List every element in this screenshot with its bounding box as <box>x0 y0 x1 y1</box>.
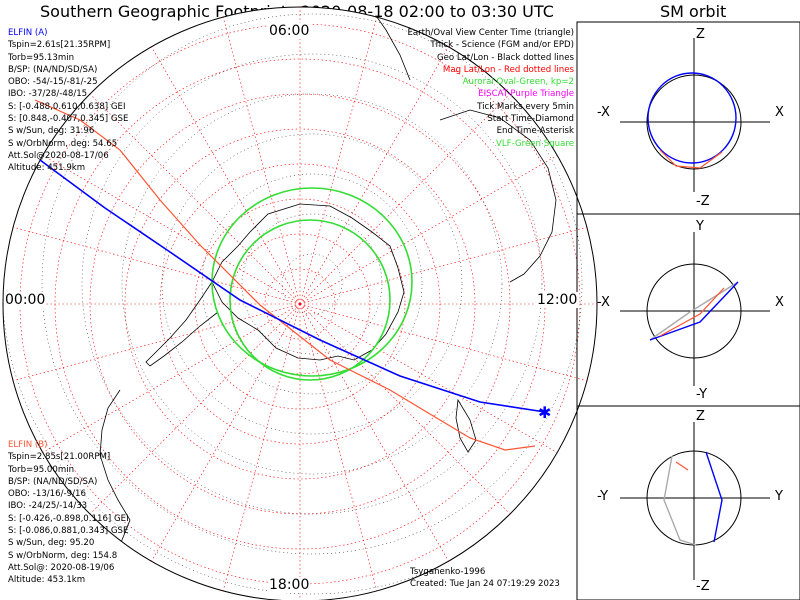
elfin-a-end-asterisk: ✱ <box>538 403 551 422</box>
elfin-b-line: Altitude: 453.1km <box>8 575 86 586</box>
legend-entry: Tick Marks every 5min <box>477 101 574 112</box>
sm-panel-3-bottom-label: -Z <box>696 579 710 594</box>
elfin-b-track <box>34 99 536 451</box>
legend-entry: Geo Lat/Lon - Black dotted lines <box>436 52 574 63</box>
antarctica-coastline <box>211 203 405 361</box>
legend-entry: Earth/Oval View Center Time (triangle) <box>407 28 574 38</box>
elfin-a-line: S: [-0.488,0.610,0.638] GEI <box>8 101 126 112</box>
antarctic-peninsula <box>145 281 219 367</box>
sm-panel-2-bottom-label: -Y <box>696 387 707 402</box>
mlt-label-bottom: 18:00 <box>268 577 311 593</box>
mag-latitude-circle <box>229 233 371 375</box>
elfin-b-line: S: [-0.086,0.881,0.343] GSE <box>8 526 129 537</box>
elfin-b-info: ELFIN (B) Tspin=2.85s[21.00RPM] Torb=95.00… <box>8 439 129 587</box>
auroral-oval <box>211 187 413 381</box>
elfin-a-line: S w/Sun, deg: 31.96 <box>8 126 95 137</box>
mlt-label-right: 12:00 <box>536 292 579 308</box>
elfin-b-line: B/SP: (NA/ND/SD/SA) <box>8 476 98 487</box>
elfin-a-line: IBO: -37/28/-48/15 <box>8 89 88 100</box>
sm-panel-1-right-label: X <box>775 105 784 120</box>
elfin-a-line: B/SP: (NA/ND/SD/SA) <box>8 64 98 75</box>
sm-panel-3-right-label: Y <box>774 489 783 504</box>
geo-latitude-circle <box>201 173 423 395</box>
sm-panel-2-top-label: Y <box>695 219 704 234</box>
elfin-a-line: Att.Sol@2020-08-17/06 <box>8 150 109 161</box>
polar-map: ✱ <box>2 6 598 600</box>
mag-latitude-circle <box>89 93 511 515</box>
elfin-a-line: S w/OrbNorm, deg: 54.65 <box>8 138 118 149</box>
elfin-a-line: Altitude: 451.9km <box>8 163 86 174</box>
elfin-a-line: ELFIN (A) <box>8 28 48 38</box>
elfin-b-line: S w/OrbNorm, deg: 154.8 <box>8 550 118 561</box>
sm-orbit-panels: Z -Z -X X Y -Y -X X Z -Z <box>576 21 800 600</box>
elfin-a-track: ✱ <box>39 159 551 422</box>
africa-coast <box>371 9 411 81</box>
geo-latitude-circle <box>161 133 463 435</box>
sm-panel-1-bottom-label: -Z <box>696 194 710 209</box>
geo-latitude-circle <box>281 253 343 315</box>
sm-panel-xy: Y -Y -X X <box>597 219 784 402</box>
footer-created: Created: Tue Jan 24 07:19:29 2023 <box>410 579 560 590</box>
footer-model: Tsyganenko-1996 <box>410 567 486 577</box>
legend-entry: EISCAT-Purple Triangle <box>478 89 574 100</box>
sm-panel-3-top-label: Z <box>696 409 705 424</box>
elfin-b-line: S: [-0.426,-0.898,0.116] GEI <box>8 513 129 524</box>
legend: Earth/Oval View Center Time (triangle) Th… <box>407 27 574 150</box>
legend-entry: Mag Lat/Lon - Red dotted lines <box>442 64 574 75</box>
elfin-b-line: ELFIN (B) <box>8 440 48 450</box>
footer: Tsyganenko-1996 Created: Tue Jan 24 07:1… <box>410 566 560 591</box>
elfin-a-line: Torb=95.13min <box>8 52 75 63</box>
elfin-b-line: Torb=95.00min <box>8 464 75 475</box>
sm-orbit-title: SM orbit <box>660 2 727 21</box>
geo-latitude-circle <box>41 13 583 555</box>
sm-panel-3-left-label: -Y <box>597 489 608 504</box>
elfin-b-line: Att.Sol@: 2020-08-19/06 <box>8 562 115 573</box>
mag-latitude-circle <box>264 268 336 340</box>
legend-entry: Start Time-Diamond <box>487 114 574 125</box>
legend-entry: End Time-Asterisk <box>496 126 574 137</box>
legend-entry: Auroral Oval-Green, kp=2 <box>462 77 574 88</box>
elfin-a-line: S: [0.848,-0.407,0.345] GSE <box>8 114 129 125</box>
geo-latitude-circle <box>121 93 503 475</box>
legend-entry: Thick - Science (FGM and/or EPD) <box>430 40 574 51</box>
geo-grid <box>3 7 597 595</box>
sm-panel-frame <box>576 21 800 600</box>
mlt-label-left: 00:00 <box>4 292 47 308</box>
elfin-a-footprint-line <box>39 159 546 413</box>
australia-coast <box>439 109 557 283</box>
auroral-oval-inner <box>229 219 391 381</box>
elfin-b-line: Tspin=2.85s[21.00RPM] <box>8 452 111 463</box>
elfin-b-line: S w/Sun, deg: 95.20 <box>8 538 95 549</box>
elfin-a-line: Tspin=2.61s[21.35RPM] <box>8 40 111 51</box>
auroral-oval-outer <box>211 187 413 377</box>
elfin-b-line: OBO: -13/16/-9/16 <box>8 489 86 500</box>
sm-panel-2-right-label: X <box>775 295 784 310</box>
mag-latitude-circle <box>124 128 476 480</box>
legend-entry: VLF-Green Square <box>495 138 574 149</box>
sm-panel-xz: Z -Z -X X <box>597 27 784 209</box>
elfin-b-line: IBO: -24/25/-14/33 <box>8 501 88 512</box>
mlt-label-top: 06:00 <box>268 23 311 39</box>
sm-panel-yz: Z -Z -Y Y <box>597 409 783 594</box>
elfin-b-footprint-line <box>34 99 536 451</box>
elfin-a-line: OBO: -54/-15/-81/-25 <box>8 77 98 88</box>
elfin-a-info: ELFIN (A) Tspin=2.61s[21.35RPM] Torb=95.13… <box>8 27 128 175</box>
sm-panel-1-left-label: -X <box>597 105 610 120</box>
geo-latitude-circle <box>81 53 543 515</box>
new-zealand <box>455 398 477 453</box>
geo-latitude-circle <box>241 213 383 355</box>
sm-panel-1-top-label: Z <box>696 27 705 42</box>
sm-panel-2-left-label: -X <box>597 295 610 310</box>
